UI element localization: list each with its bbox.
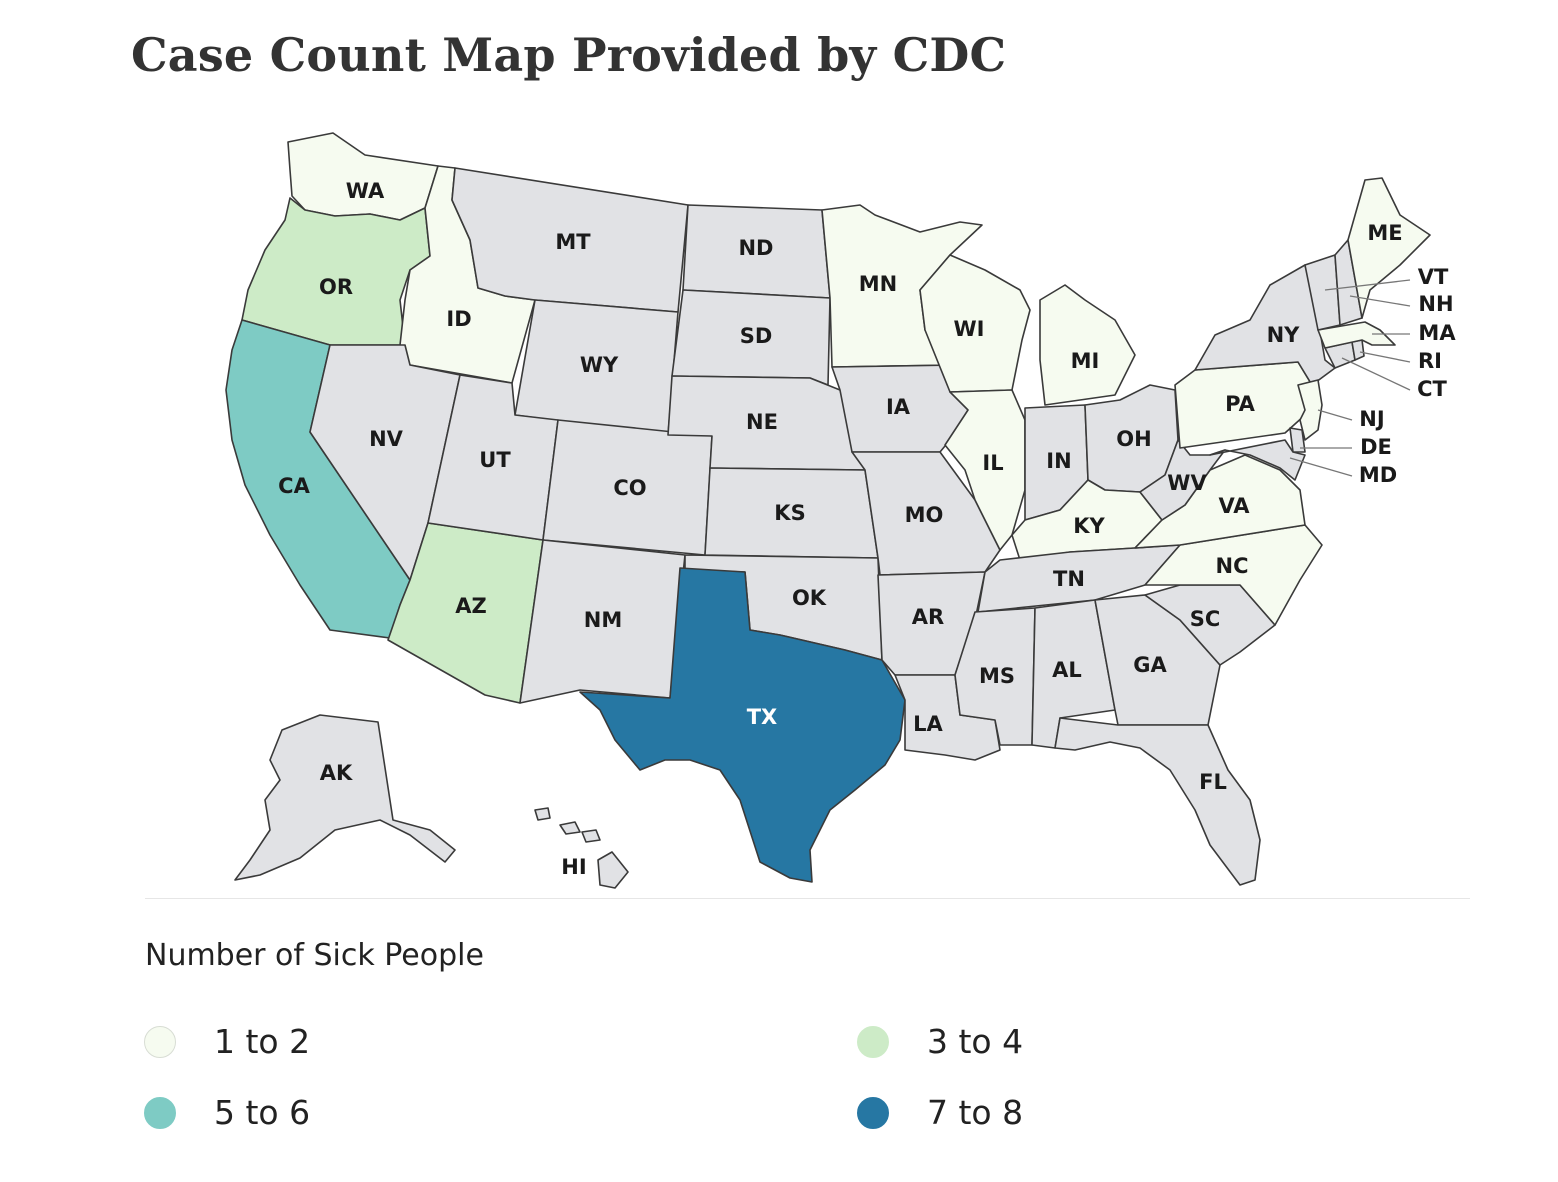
- state-IL[interactable]: [944, 389, 1026, 551]
- label-UT: UT: [479, 448, 511, 472]
- label-SD: SD: [740, 324, 773, 348]
- label-TN: TN: [1053, 567, 1085, 591]
- label-NM: NM: [584, 608, 622, 632]
- state-FL[interactable]: [1054, 717, 1261, 886]
- label-CT: CT: [1417, 377, 1447, 401]
- state-AK[interactable]: [234, 714, 456, 881]
- state-HI[interactable]: [597, 851, 629, 889]
- label-VA: VA: [1218, 494, 1250, 518]
- label-IN: IN: [1046, 449, 1071, 473]
- label-AL: AL: [1052, 658, 1082, 682]
- legend-item-1-to-2: 1 to 2: [144, 1022, 310, 1061]
- label-MO: MO: [905, 503, 944, 527]
- state-MI[interactable]: [1039, 284, 1136, 406]
- state-TX[interactable]: [579, 567, 906, 883]
- label-MD: MD: [1359, 463, 1397, 487]
- label-WA: WA: [346, 179, 385, 203]
- label-IA: IA: [886, 395, 911, 419]
- state-HI-kauai: [534, 807, 551, 821]
- label-OK: OK: [792, 586, 827, 610]
- label-MI: MI: [1071, 349, 1100, 373]
- legend-swatch: [144, 1025, 176, 1058]
- state-ME[interactable]: [1347, 177, 1431, 319]
- label-RI: RI: [1418, 349, 1442, 373]
- state-DE[interactable]: [1289, 427, 1306, 453]
- label-VT: VT: [1418, 265, 1449, 289]
- label-CA: CA: [278, 474, 310, 498]
- label-OH: OH: [1116, 427, 1151, 451]
- label-MS: MS: [979, 664, 1015, 688]
- label-NH: NH: [1418, 292, 1453, 316]
- legend-label: 1 to 2: [214, 1022, 311, 1061]
- state-HI-oahu: [559, 821, 581, 835]
- state-NJ[interactable]: [1297, 379, 1323, 441]
- state-NC[interactable]: [1144, 524, 1323, 626]
- state-WA[interactable]: [287, 132, 439, 221]
- label-KS: KS: [774, 501, 805, 525]
- label-ME: ME: [1367, 221, 1402, 245]
- label-WV: WV: [1167, 471, 1207, 495]
- legend-swatch: [857, 1096, 889, 1129]
- state-OR[interactable]: [241, 197, 431, 346]
- legend-item-5-to-6: 5 to 6: [144, 1093, 310, 1132]
- label-NE: NE: [746, 410, 778, 434]
- label-NV: NV: [369, 427, 404, 451]
- label-FL: FL: [1199, 770, 1227, 794]
- label-ND: ND: [738, 236, 773, 260]
- state-WI[interactable]: [919, 254, 1031, 393]
- legend-title: Number of Sick People: [145, 938, 484, 973]
- label-OR: OR: [319, 275, 353, 299]
- state-HI-maui: [581, 829, 601, 843]
- label-TX: TX: [747, 705, 778, 729]
- label-leader-lines: [1289, 279, 1411, 477]
- legend-divider: [145, 898, 1470, 899]
- label-AR: AR: [912, 605, 944, 629]
- label-NC: NC: [1216, 554, 1249, 578]
- legend-label: 7 to 8: [927, 1093, 1024, 1132]
- label-NY: NY: [1267, 323, 1301, 347]
- label-LA: LA: [913, 712, 943, 736]
- map-title: Case Count Map Provided by CDC: [131, 28, 1007, 82]
- legend-swatch: [857, 1025, 889, 1058]
- label-AK: AK: [320, 761, 353, 785]
- label-DE: DE: [1360, 435, 1392, 459]
- label-HI: HI: [561, 855, 586, 879]
- legend-label: 3 to 4: [927, 1022, 1024, 1061]
- us-states-map: WA OR CA ID NV AZ MT WY UT CO NM ND SD N…: [225, 132, 1456, 889]
- legend-label: 5 to 6: [214, 1093, 311, 1132]
- label-SC: SC: [1190, 607, 1221, 631]
- label-WI: WI: [954, 317, 985, 341]
- label-MN: MN: [859, 272, 897, 296]
- legend-item-7-to-8: 7 to 8: [857, 1093, 1023, 1132]
- label-GA: GA: [1133, 653, 1167, 677]
- label-CO: CO: [613, 476, 646, 500]
- state-RI[interactable]: [1351, 339, 1365, 361]
- legend-swatch: [144, 1096, 176, 1129]
- label-WY: WY: [580, 353, 619, 377]
- state-MT[interactable]: [451, 167, 689, 313]
- label-MA: MA: [1418, 321, 1456, 345]
- label-PA: PA: [1225, 392, 1255, 416]
- state-MA[interactable]: [1317, 321, 1396, 349]
- label-KY: KY: [1073, 514, 1105, 538]
- label-ID: ID: [446, 307, 471, 331]
- label-NJ: NJ: [1359, 407, 1384, 431]
- state-MD[interactable]: [1209, 439, 1306, 481]
- label-MT: MT: [555, 230, 591, 254]
- label-AZ: AZ: [455, 594, 486, 618]
- legend-item-3-to-4: 3 to 4: [857, 1022, 1023, 1061]
- state-NM[interactable]: [519, 539, 686, 704]
- label-IL: IL: [982, 451, 1003, 475]
